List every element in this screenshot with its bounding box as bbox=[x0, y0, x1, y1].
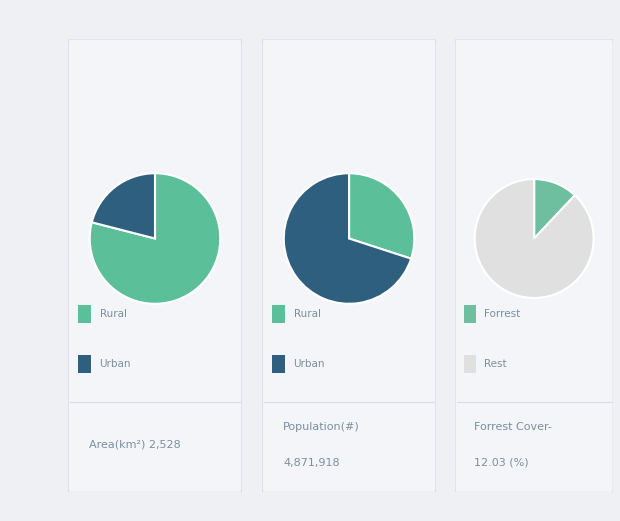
Wedge shape bbox=[475, 179, 593, 298]
Wedge shape bbox=[534, 179, 575, 239]
Text: Forrest Cover-: Forrest Cover- bbox=[474, 421, 552, 431]
Bar bbox=[272, 355, 285, 373]
Text: Urban: Urban bbox=[100, 358, 131, 369]
Text: Rural: Rural bbox=[100, 309, 126, 319]
Text: 12.03 (%): 12.03 (%) bbox=[474, 458, 529, 468]
Text: Population(#): Population(#) bbox=[283, 421, 360, 431]
FancyBboxPatch shape bbox=[68, 39, 242, 492]
Bar bbox=[272, 305, 285, 323]
Text: Urban: Urban bbox=[294, 358, 325, 369]
Wedge shape bbox=[90, 173, 220, 304]
Wedge shape bbox=[284, 173, 411, 304]
Bar bbox=[78, 355, 91, 373]
FancyBboxPatch shape bbox=[455, 39, 613, 492]
FancyBboxPatch shape bbox=[262, 39, 436, 492]
Text: Forrest: Forrest bbox=[484, 309, 520, 319]
Text: Rest: Rest bbox=[484, 358, 506, 369]
Bar bbox=[78, 305, 91, 323]
Text: Rural: Rural bbox=[294, 309, 321, 319]
Wedge shape bbox=[92, 173, 155, 239]
Bar bbox=[464, 355, 476, 373]
Text: Area(km²) 2,528: Area(km²) 2,528 bbox=[89, 440, 181, 450]
Bar bbox=[464, 305, 476, 323]
Wedge shape bbox=[349, 173, 414, 259]
Text: 4,871,918: 4,871,918 bbox=[283, 458, 340, 468]
